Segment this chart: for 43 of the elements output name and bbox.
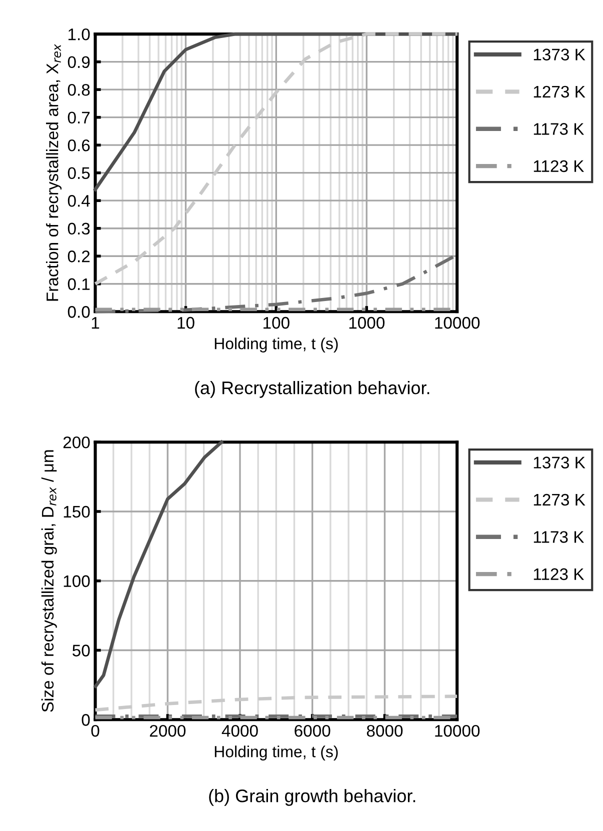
x-tick-label: 2000	[150, 724, 186, 737]
y-tick-label: 0.7	[68, 112, 90, 124]
y-tick-label: 0.4	[68, 195, 90, 207]
x-tick-label: 8000	[366, 724, 403, 737]
x-tick-label: 6000	[294, 724, 330, 737]
line-series	[94, 694, 459, 712]
line-series	[94, 440, 224, 688]
y-tick-label: 200	[63, 436, 90, 448]
x-tick-label: 1000	[349, 316, 385, 329]
text: (b) Grain growth behavior.	[209, 789, 416, 806]
y-tick-label: 0.6	[68, 139, 90, 152]
x-tick-label: 10000	[435, 724, 480, 737]
y-tick-label: 0	[82, 714, 90, 726]
y-tick-label: 0.5	[68, 167, 90, 180]
y-tick-label: 1.0	[68, 28, 90, 40]
x-tick-label: 10	[178, 316, 194, 329]
y-axis-title: Fraction of recrystallized area, X$_{rex}$	[46, 44, 62, 301]
y-tick-label: 50	[72, 644, 90, 656]
x-tick-label: 10000	[435, 316, 480, 329]
x-tick-label: 4000	[222, 724, 258, 737]
y-tick-label: 0.1	[68, 278, 90, 290]
y-tick-label: 0.9	[68, 56, 90, 68]
x-tick-label: 0	[91, 724, 100, 737]
x-tick-label: 1	[92, 317, 100, 329]
legend-label: 1123 K	[534, 568, 584, 580]
y-tick-label: 0.8	[68, 84, 90, 96]
legend-label: 1273 K	[534, 494, 586, 506]
legend-label: 1173 K	[534, 531, 584, 543]
y-tick-label: 0.3	[68, 222, 90, 235]
y-axis-title: Size of recrystallized grai, D$_{rex}$ / μm	[41, 450, 57, 712]
x-axis-title: Holding time, t (s)	[214, 338, 338, 352]
legend-label: 1173 K	[534, 123, 584, 135]
x-axis-title: Holding time, t (s)	[214, 746, 338, 760]
y-tick-label: 0.0	[68, 306, 90, 318]
text: (a) Recrystallization behavior.	[195, 381, 430, 398]
legend-label: 1273 K	[534, 86, 586, 98]
y-tick-label: 150	[64, 506, 90, 518]
y-tick-label: 0.2	[68, 250, 90, 262]
legend-label: 1373 K	[534, 48, 586, 60]
x-tick-label: 100	[264, 316, 290, 329]
legend-label: 1373 K	[534, 456, 586, 468]
legend-label: 1123 K	[534, 160, 584, 172]
y-tick-label: 100	[64, 575, 90, 588]
